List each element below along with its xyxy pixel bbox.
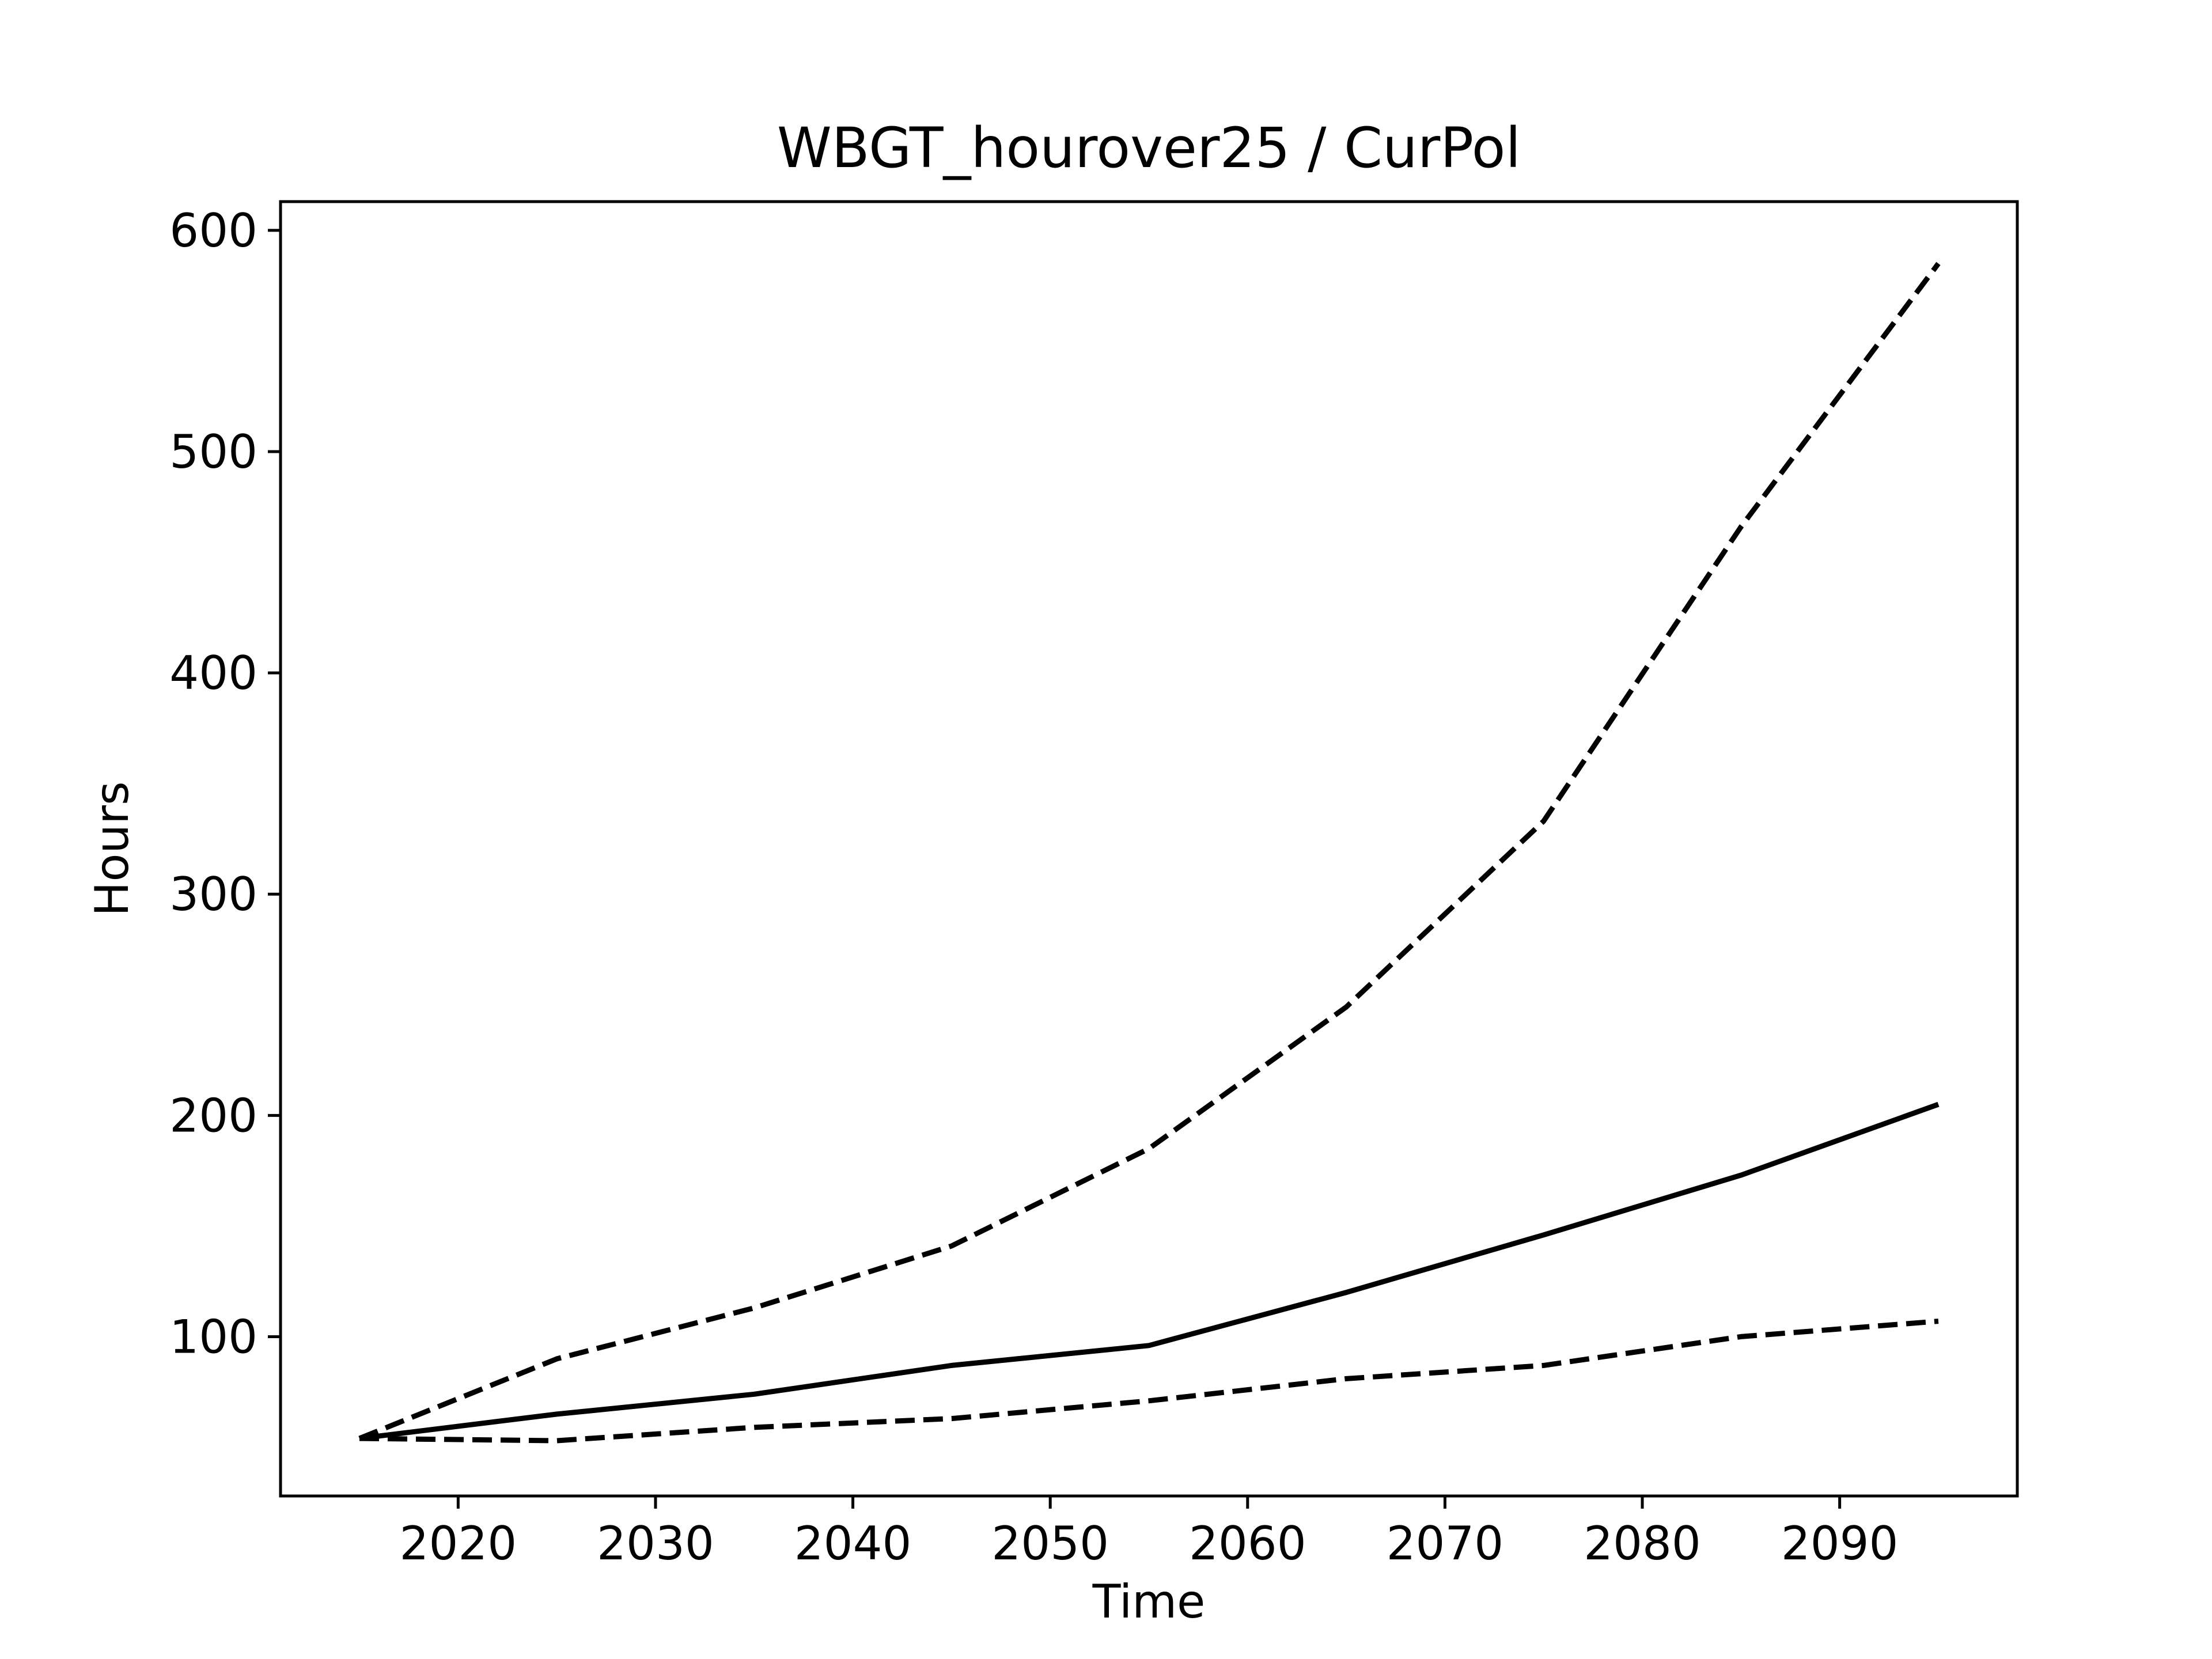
y-tick-layer: 100 200 300 400 500 600 — [169, 204, 281, 1363]
series-line-2-solid — [359, 1101, 1940, 1441]
x-tick-label-2070: 2070 — [1387, 1517, 1504, 1570]
plot-frame — [279, 200, 2019, 1498]
x-tick-label-2050: 2050 — [991, 1517, 1109, 1570]
y-tick-label-100: 100 — [169, 1310, 257, 1363]
series-line-1-dashed — [358, 262, 1941, 1441]
x-tick-label-2080: 2080 — [1584, 1517, 1701, 1570]
y-tick-label-300: 300 — [169, 868, 257, 921]
y-axis-title: Hours — [85, 781, 139, 916]
series-line-3-dashed — [359, 1319, 1939, 1444]
x-tick-label-2060: 2060 — [1189, 1517, 1306, 1570]
y-tick-label-200: 200 — [169, 1089, 257, 1142]
x-tick-label-2030: 2030 — [597, 1517, 714, 1570]
series-layer — [358, 262, 1941, 1444]
x-tick-label-2020: 2020 — [400, 1517, 517, 1570]
x-tick-layer: 2020 2030 2040 2050 2060 2070 2080 2090 — [400, 1496, 1899, 1570]
x-tick-label-2090: 2090 — [1781, 1517, 1899, 1570]
x-axis-title: Time — [1092, 1575, 1206, 1628]
x-tick-label-2040: 2040 — [794, 1517, 912, 1570]
y-tick-label-600: 600 — [169, 204, 257, 257]
y-tick-label-500: 500 — [169, 425, 257, 479]
chart-title: WBGT_hourover25 / CurPol — [777, 116, 1521, 180]
y-tick-label-400: 400 — [169, 646, 257, 700]
